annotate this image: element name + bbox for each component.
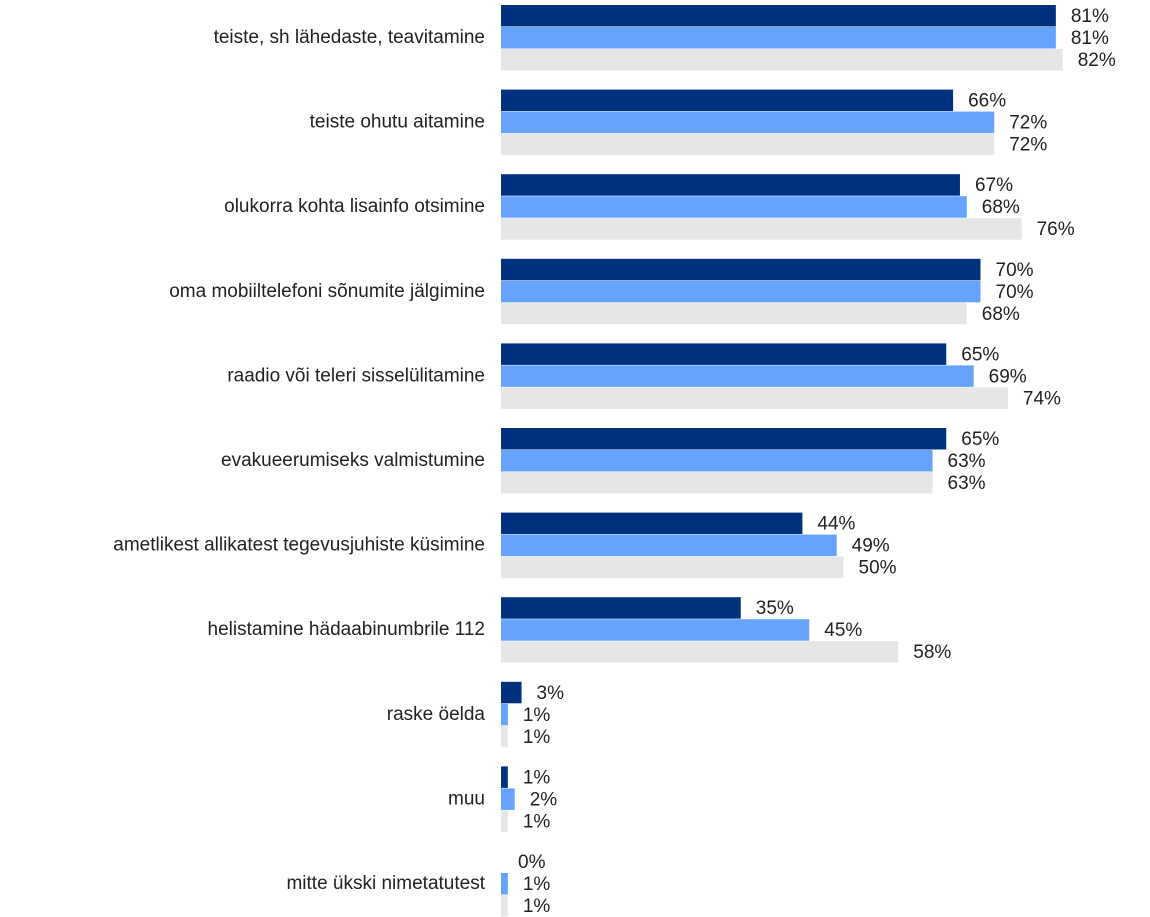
bar: [501, 450, 933, 472]
category-label: ametlikest allikatest tegevusjuhiste küs…: [113, 535, 485, 556]
bar: [501, 681, 522, 704]
value-label: 67%: [975, 175, 1013, 196]
bar: [501, 365, 974, 387]
bar: [501, 619, 810, 641]
bar: [501, 258, 981, 281]
bar: [501, 343, 947, 365]
value-label: 65%: [961, 344, 999, 365]
category-label: oma mobiiltelefoni sõnumite jälgimine: [169, 281, 485, 302]
category-label: olukorra kohta lisainfo otsimine: [224, 196, 485, 217]
value-label: 1%: [523, 874, 551, 895]
value-label: 81%: [1071, 6, 1109, 27]
value-label: 44%: [817, 514, 855, 535]
value-label: 82%: [1078, 50, 1116, 71]
bar: [501, 133, 995, 156]
bar: [501, 302, 967, 325]
bar: [501, 280, 981, 303]
category-label: muu: [448, 788, 485, 809]
value-label: 1%: [523, 705, 551, 726]
category-label: helistamine hädaabinumbrile 112: [208, 619, 485, 640]
bar: [501, 428, 947, 450]
bar: [501, 703, 508, 726]
bar: [501, 788, 515, 810]
category-label: teiste, sh lähedaste, teavitamine: [214, 27, 485, 48]
value-label: 76%: [1037, 219, 1075, 240]
bar: [501, 387, 1008, 409]
value-label: 68%: [982, 304, 1020, 325]
value-label: 63%: [948, 473, 986, 494]
value-label: 35%: [756, 598, 794, 619]
bar: [501, 895, 508, 917]
value-label: 50%: [859, 558, 897, 579]
bar: [501, 641, 899, 663]
value-label: 45%: [824, 620, 862, 641]
bar: [501, 49, 1063, 71]
bar: [501, 873, 508, 895]
value-label: 74%: [1023, 388, 1061, 409]
bar: [501, 556, 844, 579]
value-label: 2%: [530, 789, 558, 810]
bar: [501, 512, 803, 535]
bar: [501, 218, 1022, 240]
category-label: evakueerumiseks valmistumine: [221, 450, 485, 471]
value-label: 49%: [852, 536, 890, 557]
bar: [501, 196, 967, 218]
value-label: 72%: [1009, 113, 1047, 134]
value-label: 58%: [913, 642, 951, 663]
bar: [501, 534, 837, 557]
value-label: 1%: [523, 727, 551, 748]
bar: [501, 111, 995, 134]
bar: [501, 174, 960, 196]
bar: [501, 597, 741, 619]
value-label: 63%: [948, 451, 986, 472]
bar: [501, 5, 1056, 27]
value-label: 68%: [982, 197, 1020, 218]
value-label: 81%: [1071, 28, 1109, 49]
bar: [501, 725, 508, 748]
value-label: 66%: [968, 91, 1006, 112]
category-label: raske öelda: [387, 704, 486, 725]
value-label: 1%: [523, 811, 551, 832]
bar: [501, 472, 933, 494]
value-label: 1%: [523, 896, 551, 917]
value-label: 3%: [537, 683, 565, 704]
value-label: 1%: [523, 767, 551, 788]
category-label: mitte ükski nimetatutest: [286, 873, 485, 894]
value-label: 72%: [1009, 135, 1047, 156]
value-label: 69%: [989, 366, 1027, 387]
bar: [501, 89, 954, 112]
value-label: 70%: [996, 282, 1034, 303]
category-label: teiste ohutu aitamine: [310, 112, 485, 133]
bar: [501, 766, 508, 788]
value-label: 70%: [996, 260, 1034, 281]
category-label: raadio või teleri sisselülitamine: [227, 365, 485, 386]
value-label: 65%: [961, 429, 999, 450]
bar: [501, 810, 508, 832]
value-label: 0%: [518, 852, 546, 873]
bar: [501, 27, 1056, 49]
